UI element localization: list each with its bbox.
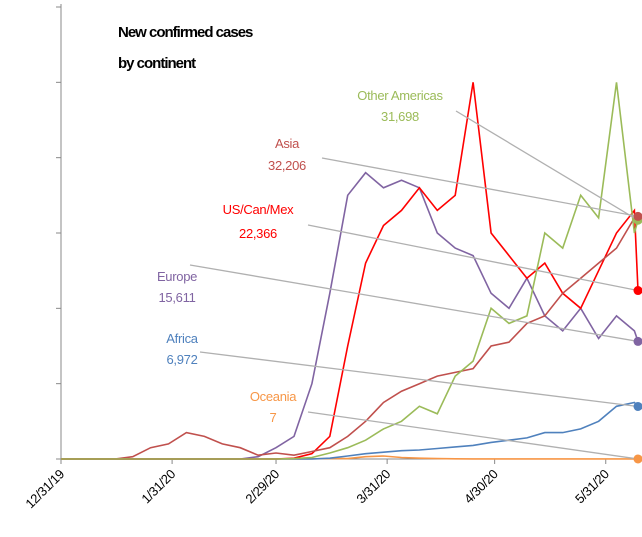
x-tick-label: 1/31/20 [138, 466, 178, 506]
value-label: 7 [270, 410, 277, 425]
end-point [633, 286, 642, 296]
leader-line [455, 110, 639, 221]
x-tick-label: 12/31/19 [22, 466, 67, 511]
end-point [633, 401, 642, 411]
value-label: 6,972 [166, 352, 197, 367]
series-line [61, 82, 639, 460]
chart-title: by continent [118, 55, 196, 72]
series-label: Other Americas [357, 88, 443, 103]
end-point [633, 211, 642, 221]
x-tick-label: 3/31/20 [353, 466, 393, 506]
leader-line [307, 224, 639, 292]
x-tick-label: 2/29/20 [242, 466, 282, 506]
leader-line [189, 264, 639, 343]
series-line [61, 82, 639, 460]
series-label: Asia [275, 136, 300, 151]
series-label: US/Can/Mex [223, 202, 294, 217]
series-label: Africa [166, 331, 199, 346]
value-label: 31,698 [381, 109, 419, 124]
x-tick-label: 4/30/20 [461, 466, 501, 506]
leader-line [307, 411, 639, 460]
value-label: 32,206 [268, 158, 306, 173]
end-point [633, 336, 642, 346]
leader-line [321, 157, 639, 218]
series-line [61, 215, 639, 460]
series-label: Oceania [250, 389, 297, 404]
end-point [633, 454, 642, 464]
value-label: 22,366 [239, 226, 277, 241]
chart-title: New confirmed cases [118, 24, 253, 41]
series-line [61, 171, 639, 460]
leader-line [199, 351, 639, 408]
series-label: Europe [157, 269, 197, 284]
series-line [61, 401, 639, 460]
x-tick-label: 5/31/20 [572, 466, 612, 506]
value-label: 15,611 [159, 290, 196, 305]
